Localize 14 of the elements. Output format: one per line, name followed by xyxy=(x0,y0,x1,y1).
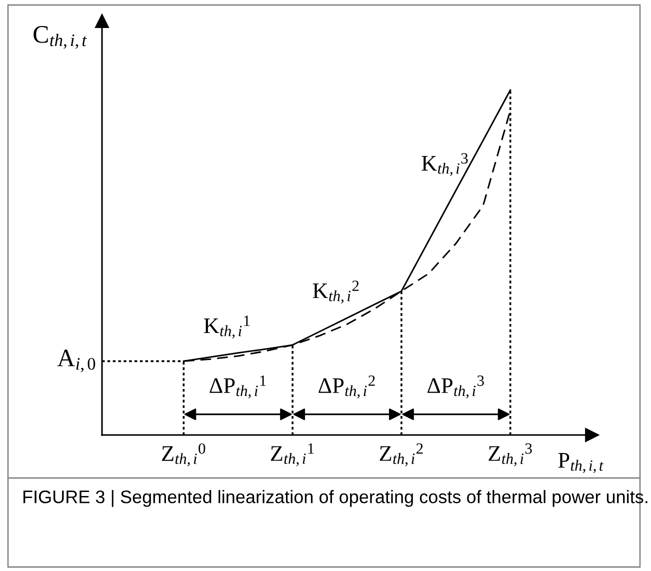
x-tick-label: Z$_{th,i}$$^{0}$ xyxy=(162,443,206,466)
caption: FIGURE 3 | Segmented linearization of operating costs of thermal power units. xyxy=(23,490,648,507)
x-tick-label: Z$_{th,i}$$^{2}$ xyxy=(380,443,423,466)
annotation: ΔP$_{th,i}$$^{1}$ xyxy=(210,375,266,398)
x-tick-label: Z$_{th,i}$$^{3}$ xyxy=(488,443,532,466)
y-axis-title: C$_{th,i,t}$ xyxy=(34,26,87,49)
x-axis-title: P$_{th,i,t}$ xyxy=(558,453,604,474)
annotation: ΔP$_{th,i}$$^{2}$ xyxy=(318,375,375,398)
annotation: K$_{th,i}$$^{3}$ xyxy=(422,153,468,176)
annotation: ΔP$_{th,i}$$^{3}$ xyxy=(428,375,484,398)
annotation: K$_{th,i}$$^{2}$ xyxy=(312,280,359,304)
annotation: K$_{th,i}$$^{1}$ xyxy=(204,316,250,338)
x-tick-label: Z$_{th,i}$$^{1}$ xyxy=(270,443,314,466)
ref-line-label: A$_{i,0}$ xyxy=(57,350,96,372)
